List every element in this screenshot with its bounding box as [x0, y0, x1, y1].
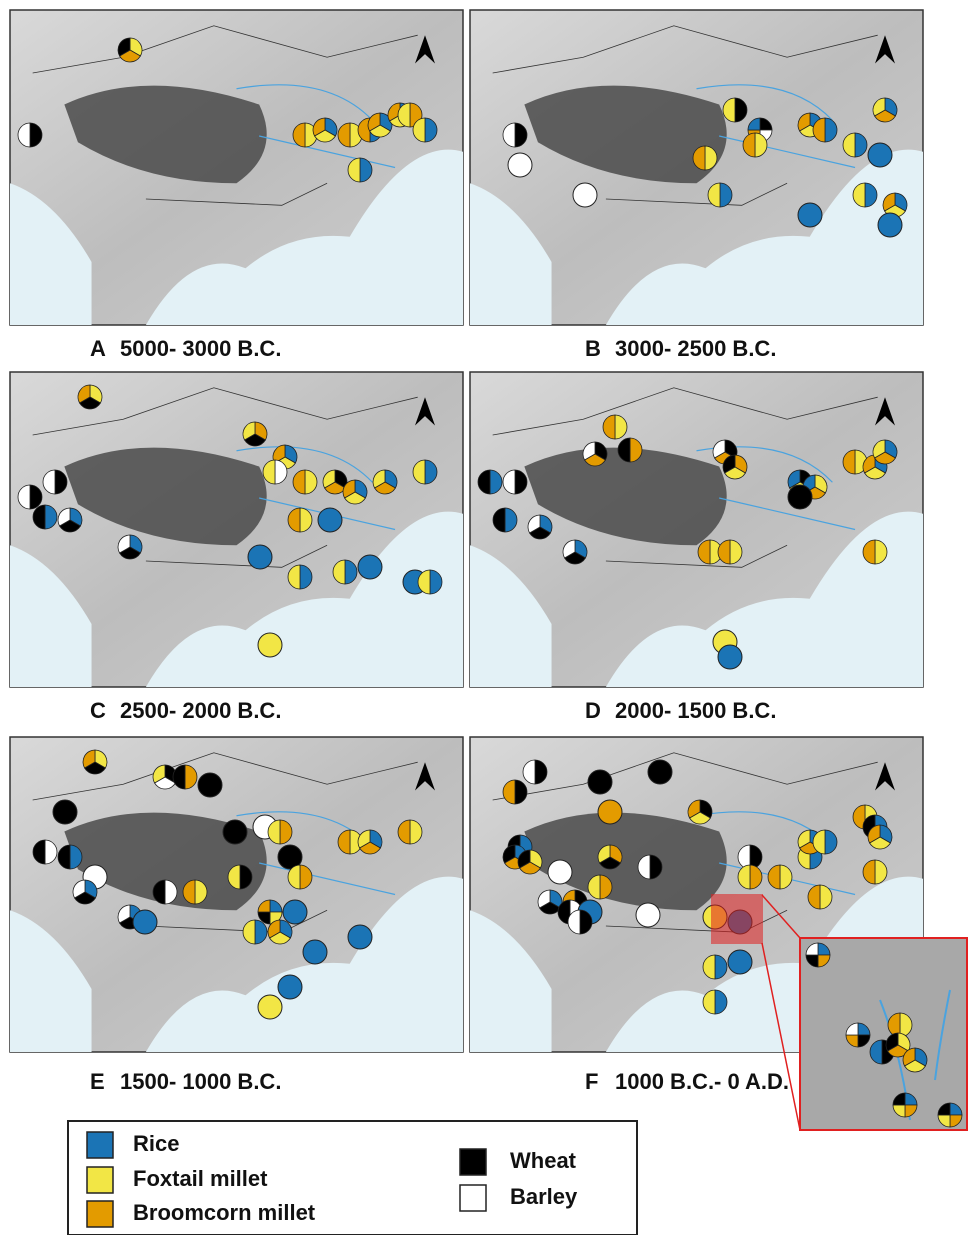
- site-marker: [283, 900, 307, 924]
- panel-period: 2500- 2000 B.C.: [120, 698, 281, 723]
- site-marker: [133, 910, 157, 934]
- panel-letter: E: [90, 1069, 105, 1094]
- map: [10, 737, 463, 1052]
- site-marker: [318, 508, 342, 532]
- legend-label: Barley: [510, 1184, 578, 1209]
- site-marker: [598, 800, 622, 824]
- site-marker: [798, 203, 822, 227]
- site-marker: [303, 940, 327, 964]
- legend-label: Rice: [133, 1131, 179, 1156]
- site-marker: [788, 485, 812, 509]
- site-marker: [278, 975, 302, 999]
- site-marker: [358, 555, 382, 579]
- legend-label: Foxtail millet: [133, 1166, 268, 1191]
- legend-swatch: [460, 1149, 486, 1175]
- site-marker: [868, 143, 892, 167]
- panel-letter: F: [585, 1069, 598, 1094]
- site-marker: [636, 903, 660, 927]
- site-marker: [548, 860, 572, 884]
- map: [10, 372, 463, 687]
- panel-period: 1500- 1000 B.C.: [120, 1069, 281, 1094]
- panel-period: 2000- 1500 B.C.: [615, 698, 776, 723]
- panel-letter: D: [585, 698, 601, 723]
- site-marker: [258, 995, 282, 1019]
- site-marker: [728, 950, 752, 974]
- page: {"panels": [ {"letter": "A", "period": "…: [0, 0, 969, 1235]
- highlight-box: [712, 895, 762, 943]
- legend-swatch: [87, 1201, 113, 1227]
- legend-label: Wheat: [510, 1148, 577, 1173]
- panel-letter: C: [90, 698, 106, 723]
- site-marker: [53, 800, 77, 824]
- site-marker: [718, 645, 742, 669]
- site-marker: [248, 545, 272, 569]
- panel-period: 1000 B.C.- 0 A.D.: [615, 1069, 789, 1094]
- site-marker: [573, 183, 597, 207]
- inset: [800, 938, 967, 1130]
- figure: A 5000- 3000 B.C. B 3000- 2500 B.C. C 2500- 2…: [0, 0, 969, 1235]
- site-marker: [258, 633, 282, 657]
- legend-swatch: [87, 1132, 113, 1158]
- site-marker: [648, 760, 672, 784]
- panel-period: 5000- 3000 B.C.: [120, 336, 281, 361]
- site-marker: [348, 925, 372, 949]
- site-marker: [588, 770, 612, 794]
- panel-letter: A: [90, 336, 106, 361]
- site-marker: [198, 773, 222, 797]
- map: [470, 372, 923, 687]
- panel-period: 3000- 2500 B.C.: [615, 336, 776, 361]
- map: [10, 10, 463, 325]
- legend-swatch: [87, 1167, 113, 1193]
- legend-swatch: [460, 1185, 486, 1211]
- panel-letter: B: [585, 336, 601, 361]
- site-marker: [223, 820, 247, 844]
- site-marker: [878, 213, 902, 237]
- legend-label: Broomcorn millet: [133, 1200, 316, 1225]
- map: [470, 10, 923, 325]
- site-marker: [508, 153, 532, 177]
